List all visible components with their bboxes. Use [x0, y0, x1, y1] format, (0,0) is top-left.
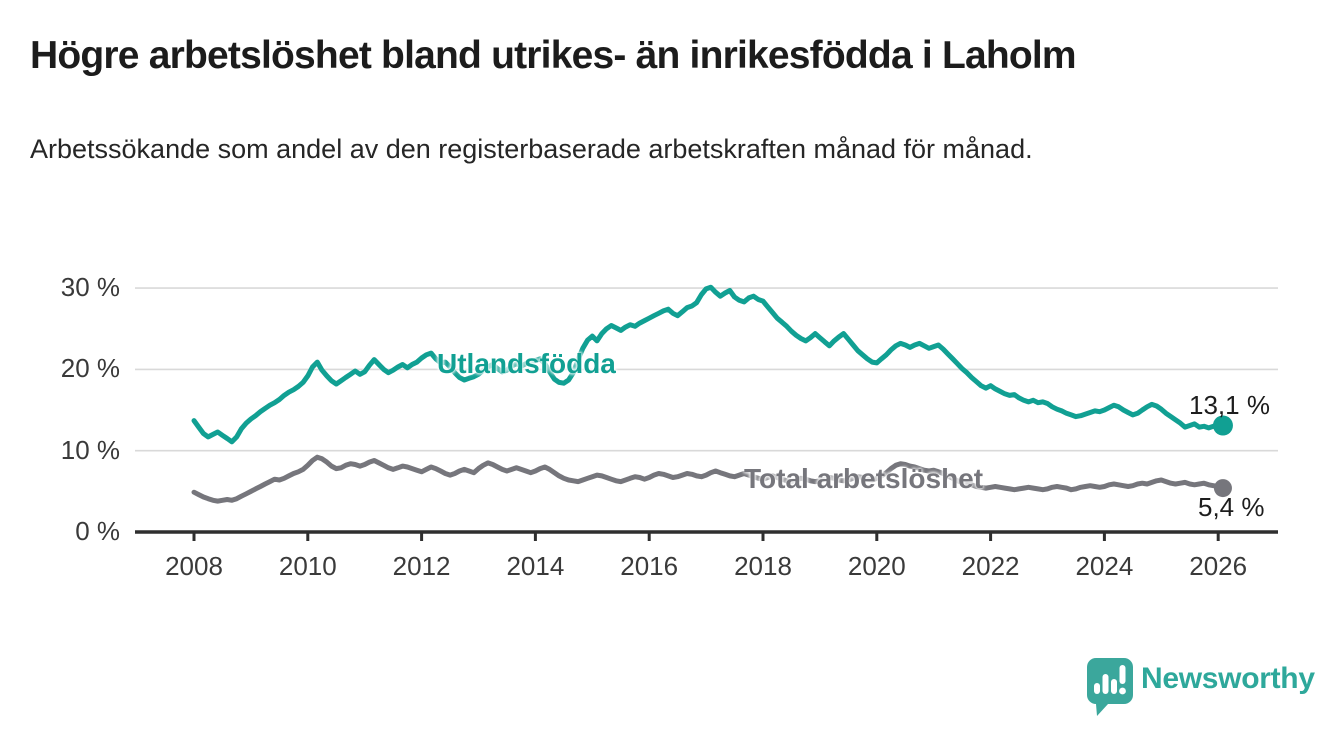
x-tick-label-2026: 2026 — [1189, 551, 1248, 581]
x-tick-label-2016: 2016 — [620, 551, 679, 581]
end-value-label-total: 5,4 % — [1198, 492, 1265, 522]
end-value-label-utlandsfodda: 13,1 % — [1189, 390, 1270, 420]
x-tick-label-2024: 2024 — [1075, 551, 1134, 581]
series-label-utlandsfodda: Utlandsfödda — [437, 348, 616, 379]
y-tick-label-10: 10 % — [60, 434, 120, 465]
y-tick-label-20: 20 % — [60, 353, 120, 384]
x-tick-label-2020: 2020 — [847, 551, 906, 581]
y-tick-label-30: 30 % — [60, 272, 120, 303]
y-tick-label-0: 0 % — [75, 516, 120, 546]
x-tick-label-2022: 2022 — [961, 551, 1020, 581]
newsworthy-wordmark: Newsworthy — [1141, 662, 1315, 695]
end-dot-series-0 — [1212, 415, 1233, 436]
x-tick-label-2010: 2010 — [278, 551, 337, 581]
x-tick-label-2008: 2008 — [165, 551, 223, 581]
x-tick-label-2014: 2014 — [506, 551, 565, 581]
end-dot-series-1 — [1213, 479, 1232, 498]
chart-subtitle: Arbetssökande som andel av den registerb… — [30, 134, 1033, 164]
x-tick-label-2018: 2018 — [734, 551, 792, 581]
x-tick-label-2012: 2012 — [392, 551, 451, 581]
line-series-0 — [191, 284, 1226, 445]
newsworthy-logo-icon — [1087, 658, 1133, 716]
series-label-total-arbetsloshet: Total arbetslöshet — [744, 463, 984, 494]
line-series-1 — [191, 454, 1226, 504]
page-title: Högre arbetslöshet bland utrikes- än inr… — [30, 34, 1077, 77]
